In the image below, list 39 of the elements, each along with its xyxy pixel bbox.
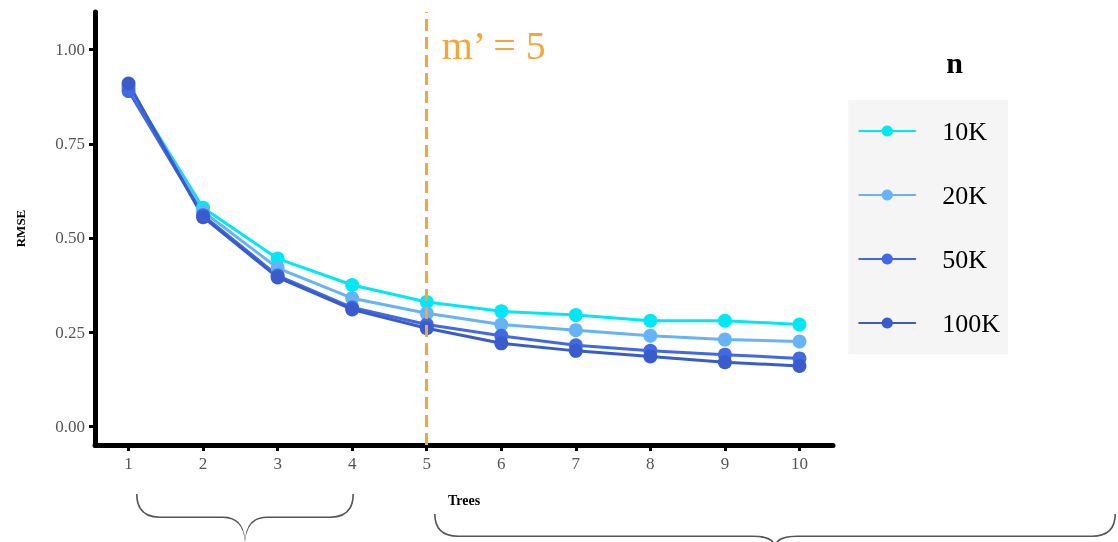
point [717, 332, 732, 347]
point [568, 323, 583, 338]
legend-label: 100K [942, 308, 1001, 338]
x-tick-label: 5 [422, 454, 431, 473]
point [643, 313, 658, 328]
x-axis-title: Trees [447, 492, 481, 508]
point [494, 336, 509, 351]
point [717, 355, 732, 370]
y-tick-label: 0.00 [55, 416, 85, 436]
x-tick-label: 2 [198, 454, 208, 473]
x-tick-label: 3 [273, 454, 282, 473]
point [643, 328, 658, 343]
x-tick-label: 1 [124, 454, 133, 473]
x-tick-label: 8 [646, 454, 655, 473]
point [345, 277, 360, 292]
point [717, 313, 732, 328]
legend-title: n [946, 45, 964, 79]
y-tick-label: 1.00 [55, 40, 85, 60]
legend-label: 50K [942, 244, 988, 274]
ref-line-label: m’ = 5 [441, 22, 546, 68]
point [792, 317, 807, 332]
y-tick-label: 0.75 [55, 134, 85, 154]
x-tick-label: 4 [347, 454, 357, 473]
point [494, 304, 509, 319]
legend-label: 10K [942, 116, 988, 146]
x-tick-label: 9 [720, 454, 730, 473]
point [792, 334, 807, 349]
y-tick-label: 0.50 [55, 228, 85, 248]
y-tick-label: 0.25 [55, 322, 85, 342]
x-tick-label: 6 [497, 454, 506, 473]
point [643, 349, 658, 364]
point [568, 343, 583, 358]
point [568, 308, 583, 323]
legend-label: 20K [942, 180, 988, 210]
x-tick-label: 10 [790, 454, 808, 473]
x-tick-label: 7 [571, 454, 581, 473]
point [792, 358, 807, 373]
point [121, 76, 136, 91]
y-axis-title: RMSE [13, 209, 28, 248]
